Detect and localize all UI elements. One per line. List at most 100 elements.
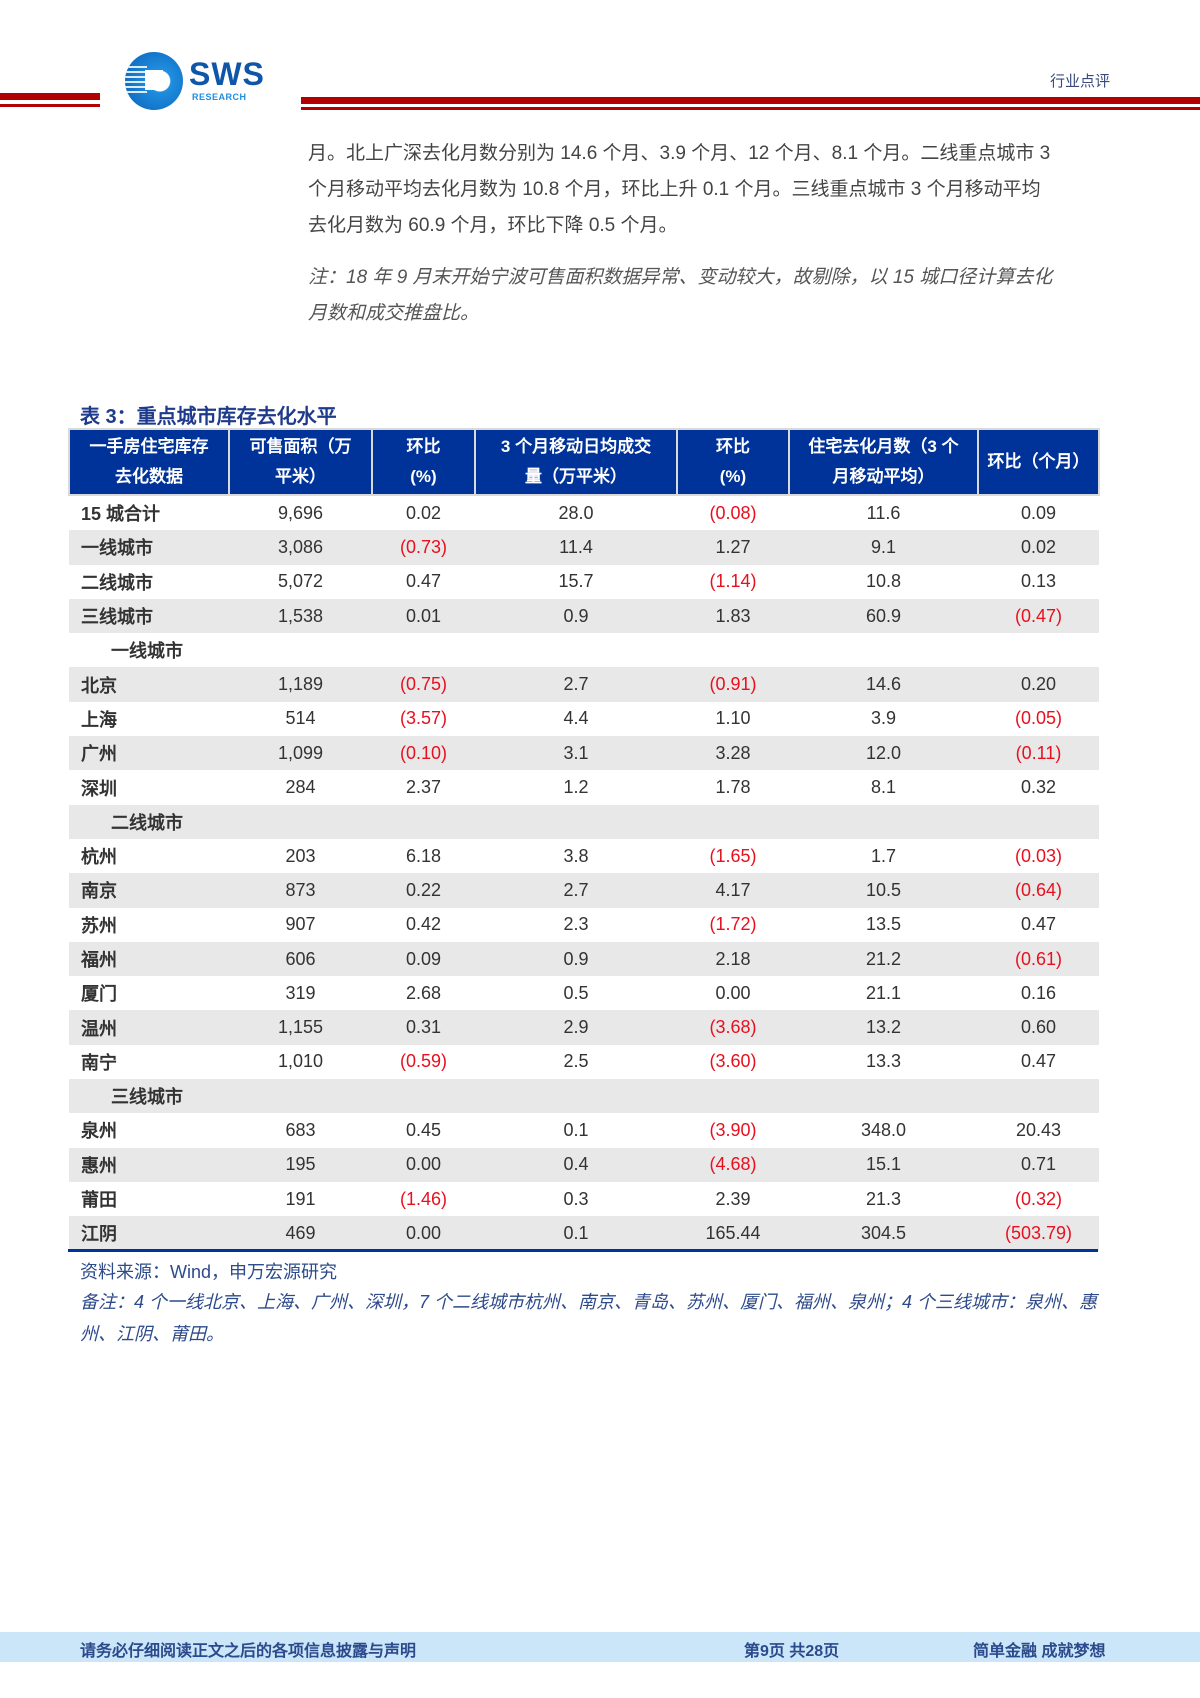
table-cell: 0.1 [475,1216,677,1251]
table-cell: 0.5 [563,982,589,1003]
table-cell: 0.20 [978,667,1099,702]
header-rule-right-thick [301,97,1200,104]
document-type: 行业点评 [1049,73,1110,90]
table-cell: 9,696 [277,502,324,523]
table-cell: 873 [229,873,372,908]
table-cell [475,804,677,839]
paragraph-line: 去化月数为 60.9 个月，环比下降 0.5 个月。 [308,215,678,236]
table-cell: 13.2 [789,1010,978,1045]
table-section-row: 二线城市 [69,804,1099,839]
table-cell: 6.18 [405,845,442,866]
table-cell: 4.17 [677,873,789,908]
table-cell: (1.65) [709,845,757,866]
table-row: 厦门 319 2.68 0.5 0.00 21.1 0.16 [69,976,1099,1010]
table-cell [677,804,789,839]
city-name: 深圳 [81,778,117,799]
table-cell: 0.00 [372,1147,475,1182]
table-cell: 0.9 [475,598,677,634]
table-cell: (0.47) [978,598,1099,634]
table-cell: 2.68 [405,982,442,1003]
table-cell: 469 [229,1216,372,1251]
city-name: 惠州 [69,1147,229,1182]
table-row: 15 城合计 9,696 0.02 28.0 (0.08) 11.6 0.09 [69,495,1099,530]
table-cell [475,633,677,667]
table-cell: 0.45 [405,1119,442,1140]
table-cell: (0.03) [1014,845,1063,866]
table-cell: 1,010 [277,1051,324,1072]
table-cell: 21.2 [789,941,978,977]
table-cell: 1.78 [715,777,751,798]
table-cell: 0.22 [372,873,475,908]
table-cell: 0.31 [372,1010,475,1045]
table-section-row: 一线城市 [69,633,1099,667]
table-cell: (0.08) [709,502,757,523]
table-cell: 12.0 [789,736,978,771]
sws-logo: SWS RESEARCH [125,52,285,112]
table-cell: (0.64) [978,873,1099,908]
table-cell: 11.6 [866,502,901,523]
table-cell [677,1079,789,1114]
table-cell: 1,099 [229,736,372,771]
city-name: 三线城市 [69,598,229,634]
table-cell: 13.3 [865,1051,902,1072]
table-row: 北京 1,189 (0.75) 2.7 (0.91) 14.6 0.20 [69,667,1099,702]
table-cell: 304.5 [789,1216,978,1251]
table-cell: 195 [229,1147,372,1182]
table-cell: 2.5 [563,1051,589,1072]
table-cell: (0.05) [1014,708,1063,729]
table-cell: 1.2 [563,777,589,798]
table-cell: 1.10 [715,708,751,729]
table-cell: 0.3 [563,1188,589,1209]
table-cell: 28.0 [558,502,594,523]
city-name: 莆田 [81,1190,117,1211]
logo-text: SWS [189,56,265,92]
table-cell: 1.27 [677,530,789,565]
footer-page-info: 第9页 共28页 [744,1643,840,1660]
table-row: 南京 873 0.22 2.7 4.17 10.5 (0.64) [69,873,1099,908]
table-cell: (0.61) [978,941,1099,977]
table-cell: (3.57) [399,708,448,729]
table-row: 莆田 191 (1.46) 0.3 2.39 21.3 (0.32) [69,1182,1099,1216]
col-header-months-mom: 环比（个月） [977,428,1100,496]
header-rule-right-thin [301,107,1200,110]
table-cell: 0.9 [475,941,677,977]
table-cell: 15.1 [789,1147,978,1182]
table-cell: 0.47 [405,571,442,592]
table-cell: 10.5 [789,873,978,908]
table-cell [372,804,475,839]
table-cell: 10.8 [865,571,902,592]
table-cell [475,1079,677,1114]
header-rule-left-thin [0,104,100,107]
city-name: 厦门 [81,984,117,1005]
table-cell: 3.9 [870,708,897,729]
table-cell: (0.32) [1014,1188,1063,1209]
table-title: 表 3：重点城市库存去化水平 [80,406,337,428]
table-cell: (3.90) [709,1119,757,1140]
city-name: 二线城市 [69,804,229,839]
table-cell: 3.8 [563,845,589,866]
table-cell: 2.18 [677,941,789,977]
table-cell: 1,155 [229,1010,372,1045]
table-cell: 1,538 [229,598,372,634]
city-name: 南京 [69,873,229,908]
table-cell: 0.00 [715,982,751,1003]
table-cell: 15.7 [558,571,594,592]
table-source: 资料来源：Wind，申万宏源研究 [80,1262,338,1282]
table-row: 苏州 907 0.42 2.3 (1.72) 13.5 0.47 [69,908,1099,942]
table-cell [978,1079,1099,1114]
table-cell [229,804,372,839]
table-cell: (1.72) [709,914,757,935]
table-cell: 0.47 [1020,914,1057,935]
table-cell: 2.9 [475,1010,677,1045]
table-cell: 2.7 [475,873,677,908]
table-cell: 60.9 [789,598,978,634]
table-remark: 备注：4 个一线北京、上海、广州、深圳，7 个二线城市杭州、南京、青岛、苏州、厦… [80,1292,1098,1344]
table-cell: 191 [285,1188,316,1209]
table-cell: 8.1 [870,777,897,798]
table-cell [677,633,789,667]
table-row: 广州 1,099 (0.10) 3.1 3.28 12.0 (0.11) [69,736,1099,771]
table-cell [229,633,372,667]
table-cell: (3.60) [709,1051,757,1072]
table-cell: 0.00 [372,1216,475,1251]
table-row: 三线城市 1,538 0.01 0.9 1.83 60.9 (0.47) [69,598,1099,634]
